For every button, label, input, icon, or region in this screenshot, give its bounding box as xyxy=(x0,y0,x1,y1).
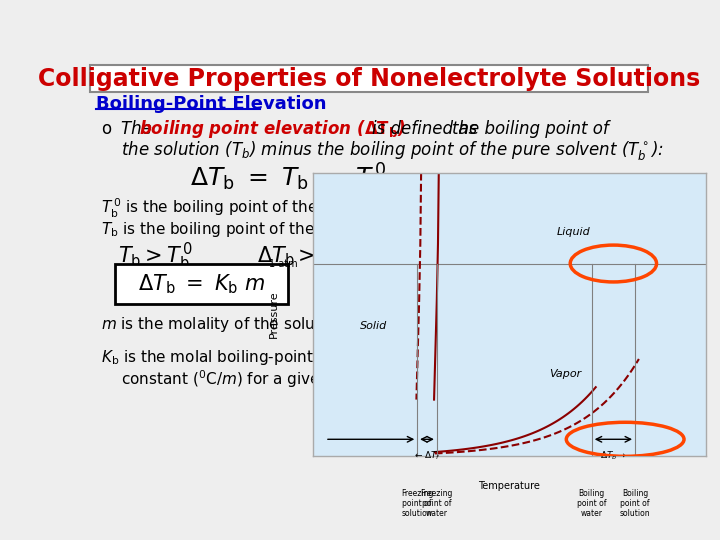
Text: the solution ($T_b$) minus the boiling point of the pure solvent ($T^\circ_b$):: the solution ($T_b$) minus the boiling p… xyxy=(121,139,664,161)
Text: o: o xyxy=(101,120,112,138)
Text: Solid: Solid xyxy=(360,321,387,330)
Text: $m$ is the molality of the solution: $m$ is the molality of the solution xyxy=(101,315,344,334)
Text: Liquid: Liquid xyxy=(557,227,590,237)
Text: Boiling
point of
water: Boiling point of water xyxy=(577,489,606,518)
Text: $T_\mathrm{b}^{\,0}$ is the boiling point of the pure solvent: $T_\mathrm{b}^{\,0}$ is the boiling poin… xyxy=(101,197,418,220)
Text: $\Delta T_b \rightarrow$: $\Delta T_b \rightarrow$ xyxy=(600,449,627,462)
FancyBboxPatch shape xyxy=(90,65,648,92)
Text: Vapor: Vapor xyxy=(549,369,581,379)
Text: $\Delta T_\mathrm{b}\ =\ K_\mathrm{b}\ m$: $\Delta T_\mathrm{b}\ =\ K_\mathrm{b}\ m… xyxy=(138,272,265,296)
Text: 1 atm: 1 atm xyxy=(269,259,297,268)
Text: constant ($^0$C/$m$) for a given solvent: constant ($^0$C/$m$) for a given solvent xyxy=(121,368,391,389)
Text: $\Delta T_\mathrm{b}\ =\ T_\mathrm{b}\ -\ T_\mathrm{b}^{\,0}$: $\Delta T_\mathrm{b}\ =\ T_\mathrm{b}\ -… xyxy=(190,162,387,196)
Text: $\Delta T_\mathrm{b} > 0$: $\Delta T_\mathrm{b} > 0$ xyxy=(258,244,334,268)
Text: $T_\mathrm{b}$ is the boiling point of the solution: $T_\mathrm{b}$ is the boiling point of t… xyxy=(101,220,379,239)
Text: Boiling-Point Elevation: Boiling-Point Elevation xyxy=(96,95,326,113)
Text: Freezing
point of
solution: Freezing point of solution xyxy=(401,489,433,518)
Text: Boiling
point of
solution: Boiling point of solution xyxy=(620,489,650,518)
Text: is defined as: is defined as xyxy=(372,120,477,138)
Text: $T_\mathrm{b} > T_\mathrm{b}^{\,0}$: $T_\mathrm{b} > T_\mathrm{b}^{\,0}$ xyxy=(118,240,193,272)
FancyBboxPatch shape xyxy=(115,265,288,304)
Text: Pressure: Pressure xyxy=(269,291,279,339)
Text: boiling point elevation ($\mathbf{\Delta T_b}$): boiling point elevation ($\mathbf{\Delta… xyxy=(139,118,405,140)
Text: the boiling point of: the boiling point of xyxy=(451,120,608,138)
Text: Freezing
point of
water: Freezing point of water xyxy=(420,489,453,518)
Text: $\leftarrow \Delta T_f$: $\leftarrow \Delta T_f$ xyxy=(413,449,441,462)
Text: Colligative Properties of Nonelectrolyte Solutions: Colligative Properties of Nonelectrolyte… xyxy=(38,66,700,91)
Text: Temperature: Temperature xyxy=(479,481,540,491)
Text: The: The xyxy=(121,120,157,138)
Text: $K_\mathrm{b}$ is the molal boiling-point elevation: $K_\mathrm{b}$ is the molal boiling-poin… xyxy=(101,348,389,367)
